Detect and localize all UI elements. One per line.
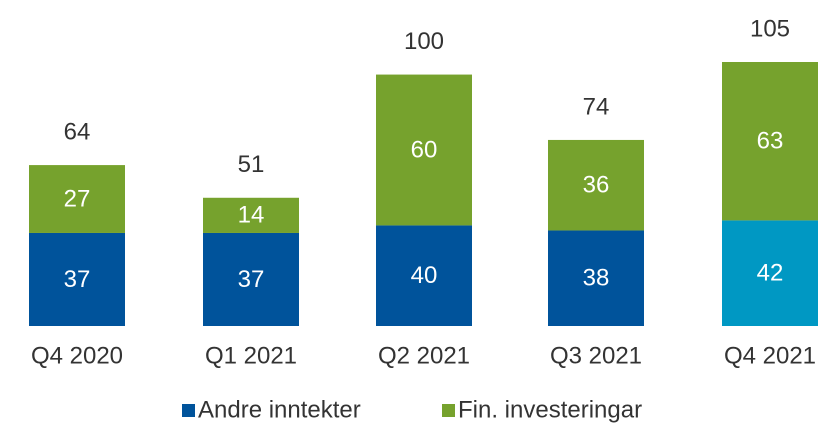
total-label: 105 bbox=[750, 15, 790, 42]
x-tick-label: Q1 2021 bbox=[205, 342, 297, 369]
bar-segment bbox=[722, 62, 818, 221]
segment-label: 14 bbox=[238, 202, 265, 229]
total-label: 100 bbox=[404, 28, 444, 55]
segment-label: 27 bbox=[64, 185, 91, 212]
legend-swatch bbox=[182, 404, 195, 417]
total-label: 51 bbox=[238, 151, 265, 178]
bar-segment bbox=[203, 197, 299, 233]
segment-label: 42 bbox=[757, 260, 784, 287]
bar-segment bbox=[548, 230, 644, 326]
segment-label: 38 bbox=[583, 265, 610, 292]
bar-segment bbox=[29, 232, 125, 326]
bar-segment bbox=[722, 220, 818, 326]
x-tick-label: Q2 2021 bbox=[378, 342, 470, 369]
legend-label: Fin. investeringar bbox=[458, 396, 642, 423]
segment-label: 40 bbox=[411, 262, 438, 289]
legend-swatch bbox=[442, 404, 455, 417]
segment-label: 63 bbox=[757, 128, 784, 155]
x-tick-label: Q4 2020 bbox=[31, 342, 123, 369]
bar-segment bbox=[203, 232, 299, 326]
bar-segment bbox=[376, 225, 472, 326]
bar-segment bbox=[548, 139, 644, 231]
bar-segment bbox=[29, 165, 125, 233]
segment-label: 36 bbox=[583, 172, 610, 199]
bar-segment bbox=[376, 74, 472, 226]
segment-label: 37 bbox=[64, 266, 91, 293]
segment-label: 37 bbox=[238, 266, 265, 293]
segment-label: 60 bbox=[411, 136, 438, 163]
legend-label: Andre inntekter bbox=[198, 396, 361, 423]
x-tick-label: Q3 2021 bbox=[550, 342, 642, 369]
total-label: 74 bbox=[583, 93, 610, 120]
total-label: 64 bbox=[64, 118, 91, 145]
x-tick-label: Q4 2021 bbox=[724, 342, 816, 369]
